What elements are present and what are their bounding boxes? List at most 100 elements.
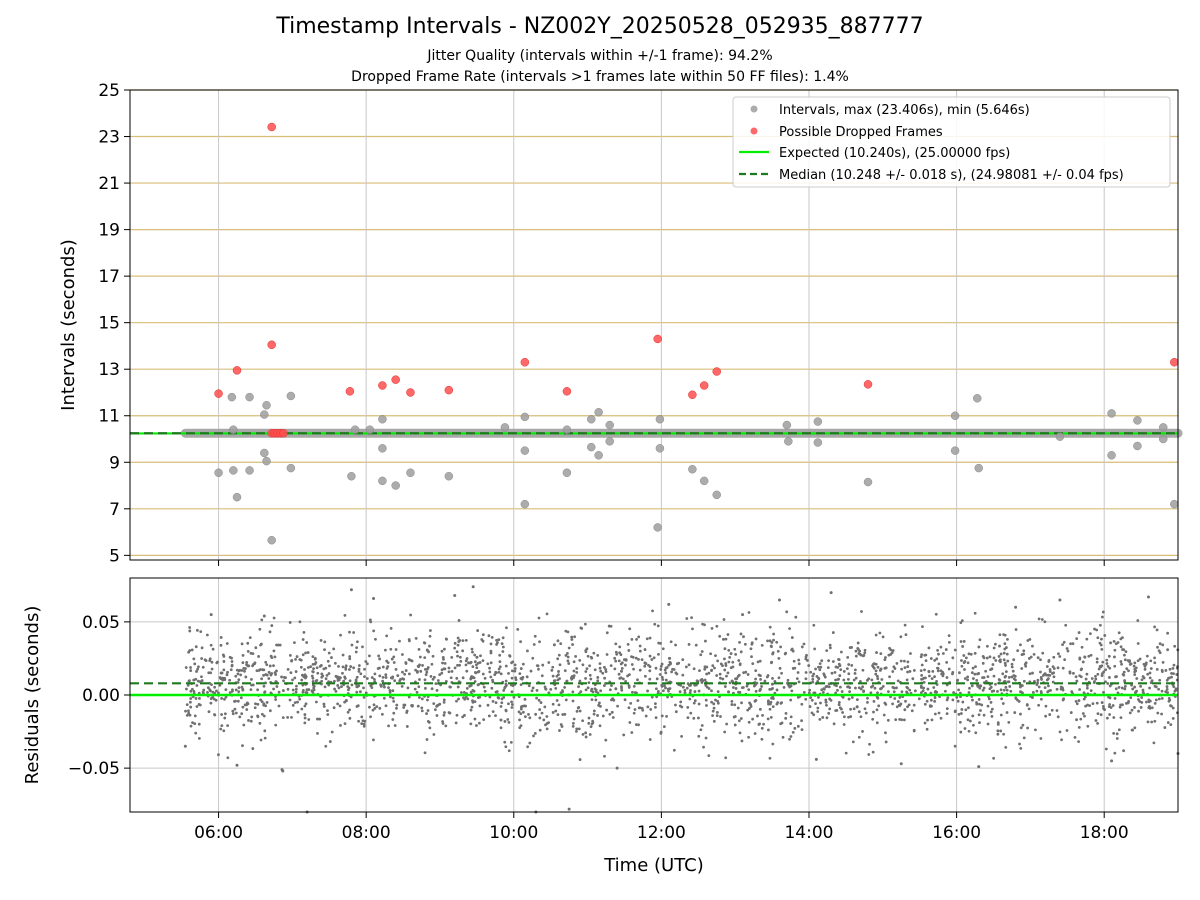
residual-point xyxy=(1065,647,1069,650)
residual-point xyxy=(723,657,726,661)
residual-point xyxy=(584,731,588,735)
residual-point xyxy=(258,721,262,725)
residual-point xyxy=(314,679,318,683)
residual-point xyxy=(827,682,831,686)
residual-point xyxy=(723,647,727,651)
dropped-frame-point xyxy=(863,380,873,389)
residual-point xyxy=(475,655,479,659)
residual-point xyxy=(827,711,831,715)
residual-point xyxy=(871,717,875,721)
residual-point xyxy=(1171,667,1175,670)
residual-point xyxy=(989,668,992,672)
residual-point xyxy=(314,661,318,664)
residual-point xyxy=(510,706,514,709)
residual-point xyxy=(241,661,245,665)
residual-point xyxy=(937,662,941,666)
residual-point xyxy=(850,664,854,667)
residual-point xyxy=(1107,695,1110,699)
residual-point xyxy=(1115,737,1119,740)
residual-point xyxy=(1031,671,1034,675)
residual-outlier-point xyxy=(977,765,981,769)
residual-point xyxy=(893,697,897,700)
residual-point xyxy=(945,698,949,702)
residual-point xyxy=(315,666,319,670)
residual-point xyxy=(300,707,304,711)
residual-point xyxy=(588,664,592,668)
residual-point xyxy=(1104,668,1108,672)
residual-point xyxy=(1128,660,1131,664)
interval-point xyxy=(262,456,271,466)
residual-point xyxy=(223,697,226,701)
residual-point xyxy=(487,714,491,718)
residual-point xyxy=(857,710,861,714)
residual-point xyxy=(904,633,908,637)
residual-point xyxy=(624,658,628,662)
residual-point xyxy=(453,666,457,670)
residual-point xyxy=(1131,687,1135,691)
interval-point xyxy=(391,481,400,490)
residual-point xyxy=(977,698,981,701)
residual-point xyxy=(1019,746,1023,750)
residual-point xyxy=(211,690,215,694)
residual-point xyxy=(824,698,828,702)
residual-point xyxy=(608,688,612,692)
residual-point xyxy=(603,754,606,758)
residual-point xyxy=(1100,637,1103,641)
residual-point xyxy=(1160,689,1164,693)
residual-point xyxy=(551,702,555,706)
residual-point xyxy=(402,706,406,709)
residual-point xyxy=(510,669,514,673)
residual-point xyxy=(685,686,689,690)
residual-point xyxy=(340,685,343,689)
residual-point xyxy=(590,656,594,660)
residual-point xyxy=(1147,700,1151,704)
residual-point xyxy=(328,740,332,743)
residual-point xyxy=(972,723,975,727)
residual-point xyxy=(365,677,369,680)
residual-point xyxy=(522,710,525,714)
residual-point xyxy=(747,720,751,724)
residual-point xyxy=(1078,688,1082,691)
x-tick-label: 12:00 xyxy=(637,823,686,843)
residual-point xyxy=(731,660,735,664)
residual-point xyxy=(874,669,878,673)
residual-point xyxy=(854,686,857,690)
residual-point xyxy=(598,724,602,728)
residual-point xyxy=(807,691,811,695)
residual-point xyxy=(1056,715,1060,719)
residual-point xyxy=(849,707,853,711)
residual-point xyxy=(776,649,780,653)
residual-point xyxy=(754,689,758,693)
residual-point xyxy=(936,666,939,670)
residual-point xyxy=(654,702,657,706)
residual-point xyxy=(766,639,769,643)
residual-point xyxy=(504,664,508,668)
residual-point xyxy=(442,698,446,702)
residual-point xyxy=(804,671,808,674)
residual-point xyxy=(1148,676,1152,680)
residual-point xyxy=(1061,666,1065,670)
residual-point xyxy=(685,617,689,620)
residual-point xyxy=(644,714,648,718)
residual-point xyxy=(1103,634,1107,637)
residual-point xyxy=(558,677,561,681)
residual-point xyxy=(571,725,575,728)
residual-point xyxy=(990,715,994,718)
residual-point xyxy=(704,639,707,643)
residual-point xyxy=(1117,728,1121,732)
residual-point xyxy=(1133,673,1137,677)
residual-point xyxy=(1119,660,1123,663)
residual-point xyxy=(633,691,637,694)
residual-point xyxy=(1085,686,1089,690)
residual-point xyxy=(970,671,974,675)
residual-point xyxy=(403,703,407,707)
residual-point xyxy=(392,655,396,659)
residual-point xyxy=(959,640,963,643)
residual-point xyxy=(784,716,788,720)
residual-point xyxy=(716,659,720,663)
residual-point xyxy=(837,700,841,704)
residual-point xyxy=(312,667,315,671)
residual-point xyxy=(862,689,866,693)
residual-point xyxy=(1047,673,1050,677)
residual-point xyxy=(550,668,554,672)
